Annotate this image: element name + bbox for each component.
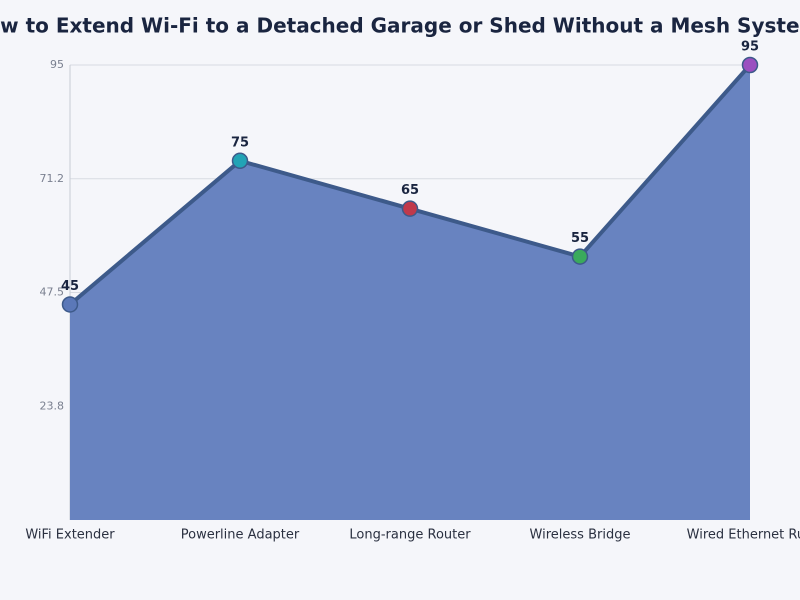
area (70, 65, 750, 520)
value-label: 65 (401, 183, 419, 198)
x-tick-label: Wired Ethernet Run (687, 528, 800, 543)
point (571, 248, 589, 265)
x-tick-label: Long-range Router (349, 528, 471, 543)
point (401, 200, 419, 217)
x-tick-label: WiFi Extender (25, 528, 115, 543)
y-tick-label: 23.8 (40, 399, 65, 412)
y-tick-label: 95 (50, 58, 64, 71)
y-tick-label: 47.5 (40, 286, 65, 299)
value-label: 45 (61, 279, 79, 294)
point (61, 296, 79, 313)
value-label: 55 (571, 231, 589, 246)
chart-title: How to Extend Wi-Fi to a Detached Garage… (0, 14, 800, 38)
y-tick-label: 71.2 (40, 172, 65, 185)
value-label: 75 (231, 135, 249, 150)
point (741, 56, 759, 74)
value-label: 95 (741, 40, 759, 55)
point (231, 152, 249, 170)
x-tick-label: Powerline Adapter (181, 528, 300, 543)
x-tick-label: Wireless Bridge (530, 528, 631, 543)
